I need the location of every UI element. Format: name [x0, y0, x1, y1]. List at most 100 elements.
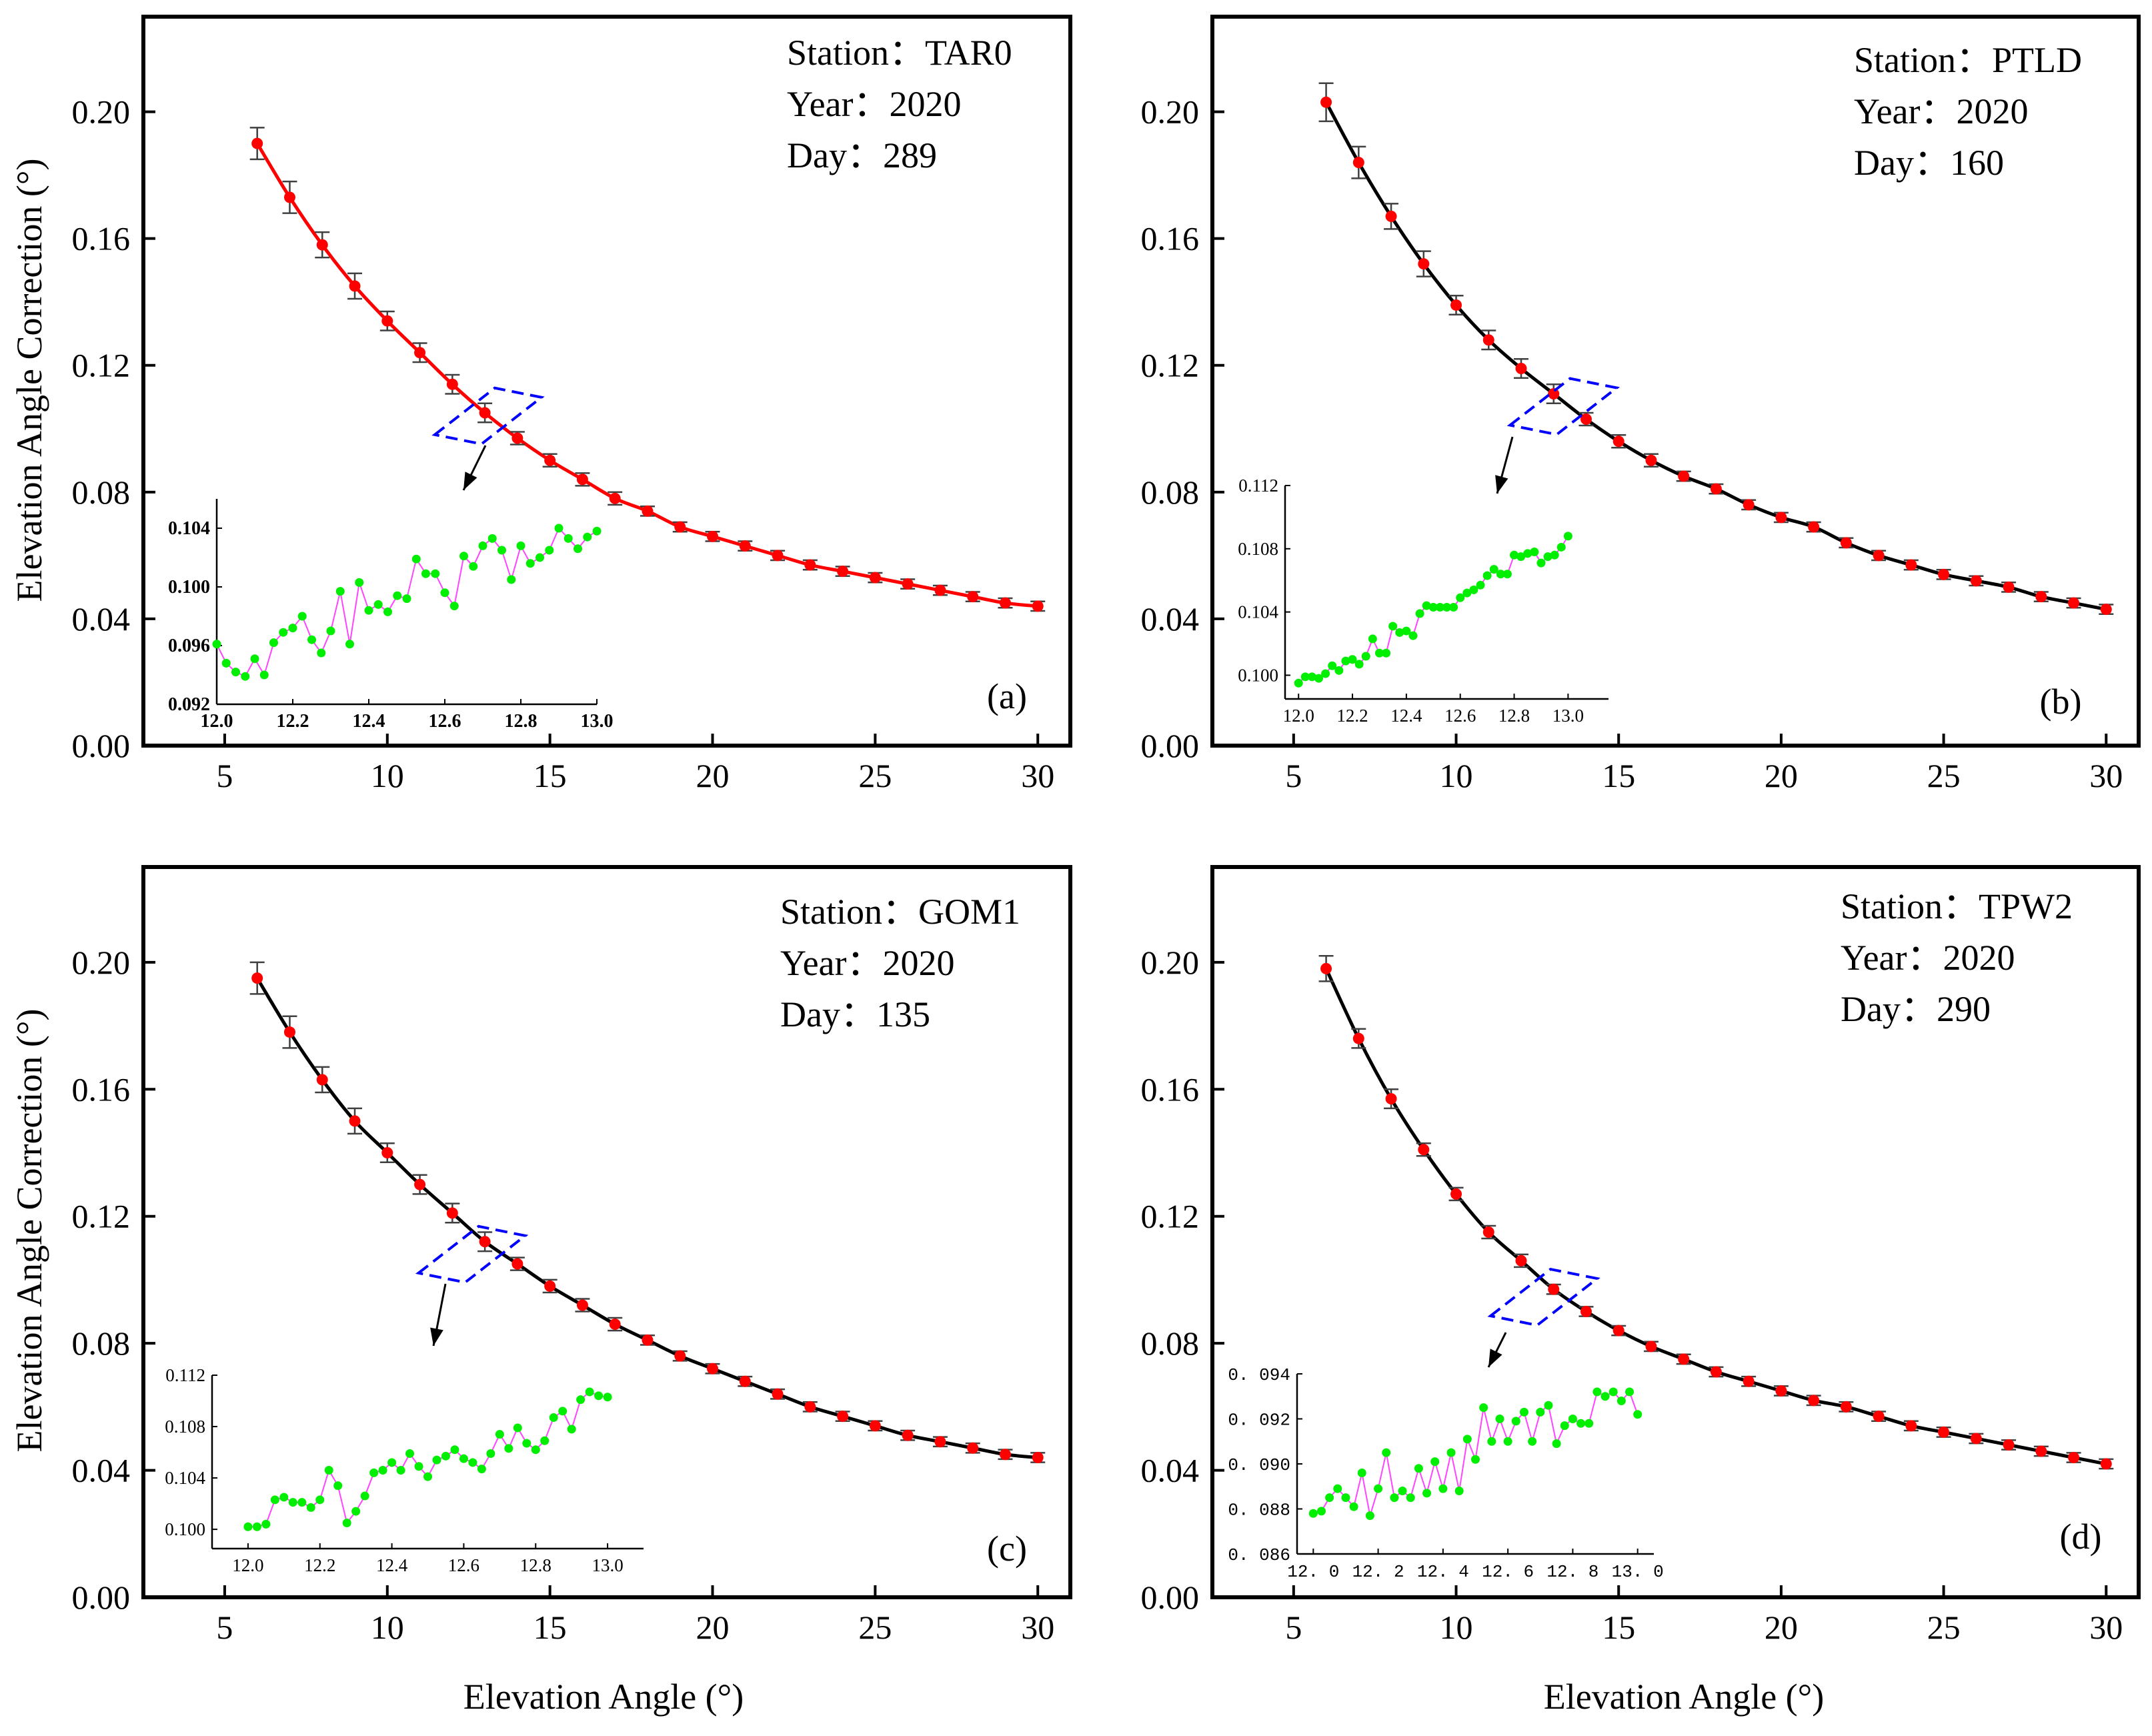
- y-tick-label: 0.12: [72, 347, 131, 384]
- data-point: [2068, 1452, 2080, 1464]
- inset-data-point: [431, 569, 440, 578]
- data-point: [1450, 299, 1462, 311]
- day-label: Day：135: [780, 994, 930, 1034]
- inset-plot: 12. 0 12. 2 12. 4 12. 6 12. 8 13. 0 0. 086 0. 0…: [1228, 1365, 1663, 1582]
- y-tick-label: 0.04: [1141, 1452, 1200, 1489]
- inset-x-tick-label: 13.0: [592, 1555, 623, 1575]
- inset-data-point: [549, 1413, 558, 1423]
- inset-plot: 12.0 12.2 12.4 12.6 12.8 13.0 0.100 0.104 0.108 0…: [1238, 476, 1608, 726]
- inset-data-point: [1560, 1421, 1569, 1431]
- inset-data-point: [1510, 550, 1519, 560]
- inset-data-point: [1556, 542, 1566, 552]
- panel-label: (b): [2040, 682, 2082, 722]
- x-tick-label: 10: [371, 1609, 404, 1646]
- inset-data-point: [1414, 1464, 1423, 1473]
- inset-data-point: [535, 553, 544, 562]
- inset-x-tick-label: 12. 0: [1287, 1562, 1339, 1582]
- inset-data-point: [231, 668, 240, 677]
- data-point: [1482, 1226, 1494, 1238]
- inset-data-point: [1528, 1437, 1537, 1446]
- inset-data-point: [583, 532, 592, 542]
- inset-data-point: [567, 1425, 576, 1434]
- data-point: [349, 1115, 361, 1127]
- data-point: [934, 584, 946, 596]
- inset-data-point: [221, 658, 231, 668]
- data-point: [251, 972, 263, 984]
- inset-y-tick-label: 0.096: [168, 636, 210, 656]
- inset-data-point: [497, 546, 506, 555]
- inset-data-point: [1608, 1387, 1618, 1397]
- inset-data-point: [396, 1466, 405, 1475]
- data-point: [511, 1258, 523, 1270]
- y-tick-label: 0.12: [1141, 1198, 1200, 1235]
- inset-data-point: [1374, 1484, 1383, 1493]
- inset-data-point: [335, 587, 345, 596]
- data-point: [479, 407, 491, 419]
- inset-data-point: [540, 1436, 550, 1445]
- data-point: [869, 1420, 881, 1432]
- data-point: [707, 1363, 719, 1375]
- inset-data-point: [411, 554, 421, 564]
- inset-data-point: [1333, 1484, 1342, 1493]
- data-point: [902, 1429, 914, 1441]
- panel-label: (c): [987, 1529, 1027, 1569]
- data-point: [1743, 499, 1755, 511]
- data-point: [1710, 483, 1722, 495]
- inset-data-point: [554, 524, 564, 533]
- inset-data-point: [326, 626, 335, 636]
- inset-data-point: [576, 1395, 586, 1405]
- inset-data-point: [1357, 1469, 1366, 1477]
- inset-data-point: [1584, 1419, 1594, 1428]
- inset-data-point: [1568, 1415, 1577, 1423]
- inset-data-point: [1354, 660, 1364, 669]
- data-point: [544, 1280, 556, 1292]
- inset-data-point: [1314, 674, 1324, 683]
- data-point: [2068, 597, 2080, 609]
- inset-data-point: [1388, 622, 1398, 631]
- inset-data-point: [288, 624, 297, 633]
- data-point: [1580, 413, 1592, 425]
- data-point: [1905, 1420, 1917, 1432]
- inset-x-tick-label: 12.0: [201, 711, 233, 732]
- fit-curve: [1324, 968, 2107, 1466]
- x-tick-label: 15: [1602, 757, 1635, 794]
- inset-data-point: [1502, 570, 1512, 579]
- inset-y-tick-label: 0.100: [1238, 665, 1278, 685]
- inset-data-point: [243, 1522, 253, 1531]
- inset-data-point: [478, 541, 487, 550]
- y-tick-label: 0.20: [72, 944, 131, 981]
- inset-data-point: [459, 552, 468, 561]
- inset-data-point: [1530, 548, 1539, 557]
- y-tick-label: 0.12: [72, 1198, 131, 1235]
- inset-data-point: [1341, 656, 1350, 666]
- x-tick-label: 30: [1021, 757, 1054, 794]
- day-label: Day：290: [1841, 989, 1991, 1029]
- inset-y-tick-label: 0.100: [168, 577, 210, 598]
- data-point: [414, 1178, 426, 1190]
- data-point: [2100, 604, 2112, 616]
- inset-data-point: [603, 1393, 612, 1402]
- inset-x-tick-label: 12.2: [1336, 706, 1368, 726]
- inset-data-point: [564, 534, 573, 543]
- inset-data-point: [405, 1449, 415, 1458]
- data-point: [1873, 550, 1885, 562]
- inset-data-point: [355, 578, 364, 587]
- inset-data-point: [1307, 672, 1316, 682]
- inset-data-point: [1348, 655, 1357, 664]
- inset-data-point: [1435, 603, 1444, 612]
- inset-data-point: [531, 1445, 540, 1455]
- x-tick-label: 5: [1285, 757, 1302, 794]
- inset-data-point: [1511, 1417, 1520, 1426]
- zoom-highlight-box: [1487, 1267, 1600, 1327]
- inset-data-point: [1552, 1439, 1561, 1449]
- data-point: [642, 1334, 654, 1346]
- inset-data-point: [594, 1391, 604, 1401]
- y-tick-label: 0.04: [72, 600, 131, 638]
- y-tick-label: 0.08: [72, 1325, 131, 1362]
- inset-data-point: [317, 648, 326, 658]
- inset-data-point: [487, 534, 497, 543]
- station-label: Station：TAR0: [787, 33, 1012, 73]
- data-point: [1515, 362, 1527, 374]
- inset-data-point: [477, 1465, 486, 1474]
